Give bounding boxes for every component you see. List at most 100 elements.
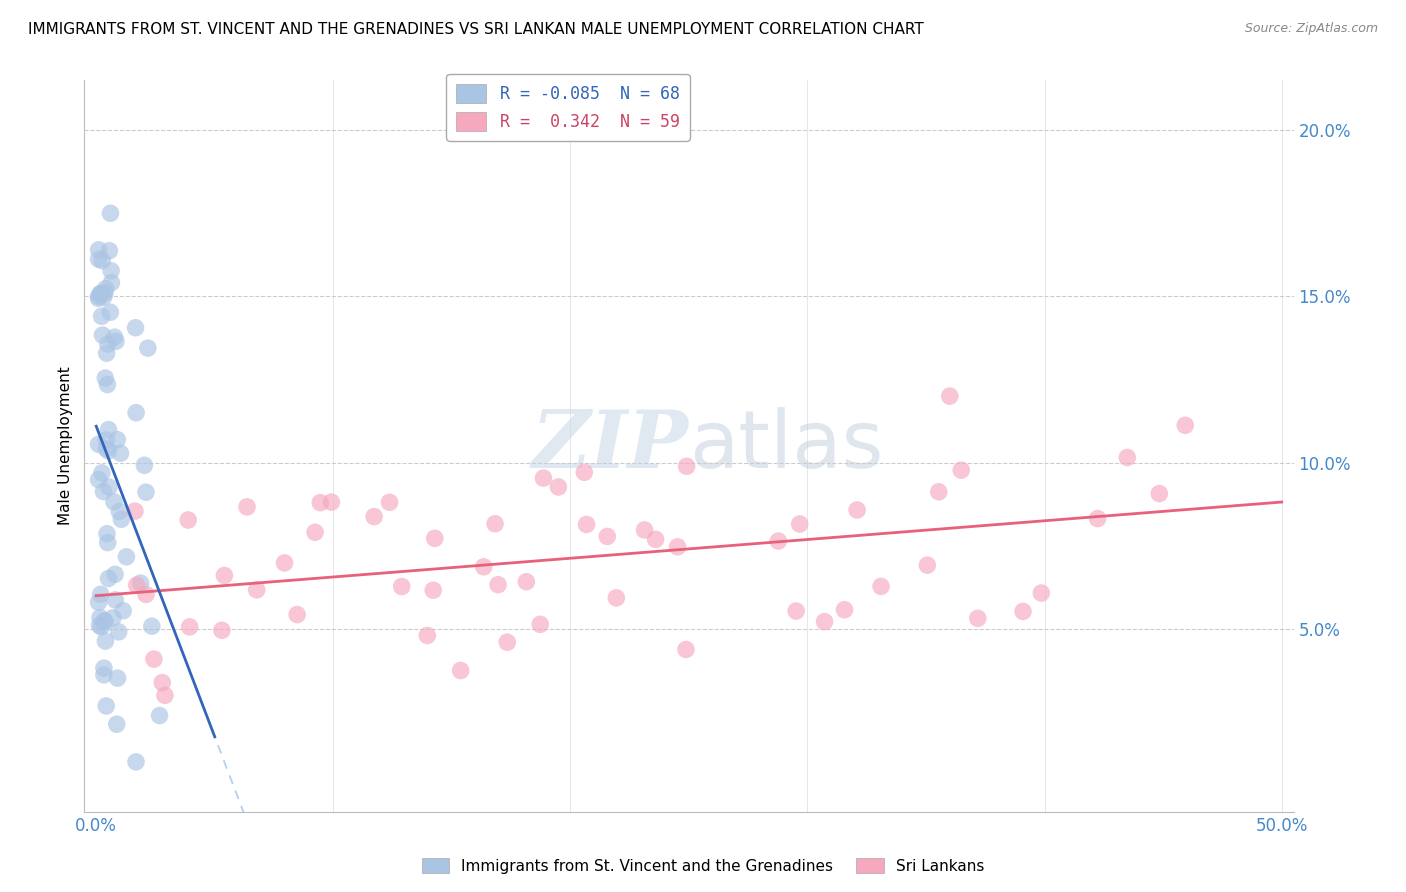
Point <box>96 698 118 713</box>
Point <box>575 517 598 532</box>
Point <box>950 463 973 477</box>
Point <box>112 604 135 618</box>
Point <box>533 471 555 485</box>
Point <box>93 661 115 675</box>
Point <box>633 523 655 537</box>
Point <box>94 281 117 295</box>
Point <box>179 620 201 634</box>
Point <box>675 459 697 474</box>
Point <box>124 320 146 334</box>
Point <box>136 341 159 355</box>
Text: atlas: atlas <box>689 407 883 485</box>
Point <box>94 634 117 648</box>
Point <box>917 558 939 573</box>
Point <box>91 328 114 343</box>
Point <box>100 264 122 278</box>
Point <box>574 465 596 479</box>
Point <box>273 556 295 570</box>
Point <box>675 642 697 657</box>
Point <box>134 458 156 473</box>
Point <box>484 516 506 531</box>
Point <box>103 330 125 344</box>
Point <box>107 624 129 639</box>
Point <box>105 717 128 731</box>
Point <box>97 423 120 437</box>
Point <box>450 664 472 678</box>
Point <box>547 480 569 494</box>
Point <box>110 446 132 460</box>
Point <box>1012 604 1035 618</box>
Point <box>87 437 110 451</box>
Point <box>107 671 129 685</box>
Point <box>529 617 551 632</box>
Point <box>129 576 152 591</box>
Point <box>108 504 131 518</box>
Point <box>98 305 121 319</box>
Point <box>87 252 110 267</box>
Point <box>285 607 308 622</box>
Point <box>110 512 132 526</box>
Point <box>89 287 111 301</box>
Point <box>101 611 124 625</box>
Point <box>813 615 835 629</box>
Point <box>834 603 856 617</box>
Point <box>135 587 157 601</box>
Point <box>96 433 118 447</box>
Point <box>966 611 988 625</box>
Point <box>236 500 259 514</box>
Point <box>98 480 121 494</box>
Point <box>94 285 117 300</box>
Point <box>142 652 165 666</box>
Point <box>596 529 619 543</box>
Point <box>605 591 627 605</box>
Y-axis label: Male Unemployment: Male Unemployment <box>58 367 73 525</box>
Point <box>125 755 148 769</box>
Point <box>125 578 148 592</box>
Point <box>104 334 127 349</box>
Point <box>87 292 110 306</box>
Point <box>789 516 811 531</box>
Point <box>103 495 125 509</box>
Point <box>97 337 120 351</box>
Point <box>96 346 118 360</box>
Point <box>104 593 127 607</box>
Point <box>666 540 689 554</box>
Point <box>97 571 120 585</box>
Point <box>938 389 960 403</box>
Point <box>644 533 666 547</box>
Point <box>105 433 128 447</box>
Point <box>90 620 112 634</box>
Point <box>177 513 200 527</box>
Point <box>90 587 112 601</box>
Point <box>87 595 110 609</box>
Point <box>100 276 122 290</box>
Point <box>148 708 170 723</box>
Point <box>486 577 509 591</box>
Point <box>89 618 111 632</box>
Point <box>153 689 176 703</box>
Point <box>93 484 115 499</box>
Text: IMMIGRANTS FROM ST. VINCENT AND THE GRENADINES VS SRI LANKAN MALE UNEMPLOYMENT C: IMMIGRANTS FROM ST. VINCENT AND THE GREN… <box>28 22 924 37</box>
Point <box>87 243 110 257</box>
Point <box>515 574 537 589</box>
Text: ZIP: ZIP <box>531 408 689 484</box>
Point <box>1116 450 1139 465</box>
Point <box>87 473 110 487</box>
Point <box>90 310 112 324</box>
Legend: Immigrants from St. Vincent and the Grenadines, Sri Lankans: Immigrants from St. Vincent and the Gren… <box>416 852 990 880</box>
Point <box>846 503 869 517</box>
Point <box>472 559 495 574</box>
Point <box>89 610 111 624</box>
Point <box>1149 486 1171 500</box>
Point <box>416 628 439 642</box>
Point <box>124 504 146 518</box>
Point <box>378 495 401 509</box>
Legend: R = -0.085  N = 68, R =  0.342  N = 59: R = -0.085 N = 68, R = 0.342 N = 59 <box>446 74 690 141</box>
Point <box>98 244 121 258</box>
Point <box>100 206 122 220</box>
Point <box>93 290 115 304</box>
Point <box>91 253 114 268</box>
Point <box>1087 511 1109 525</box>
Text: Source: ZipAtlas.com: Source: ZipAtlas.com <box>1244 22 1378 36</box>
Point <box>94 371 117 385</box>
